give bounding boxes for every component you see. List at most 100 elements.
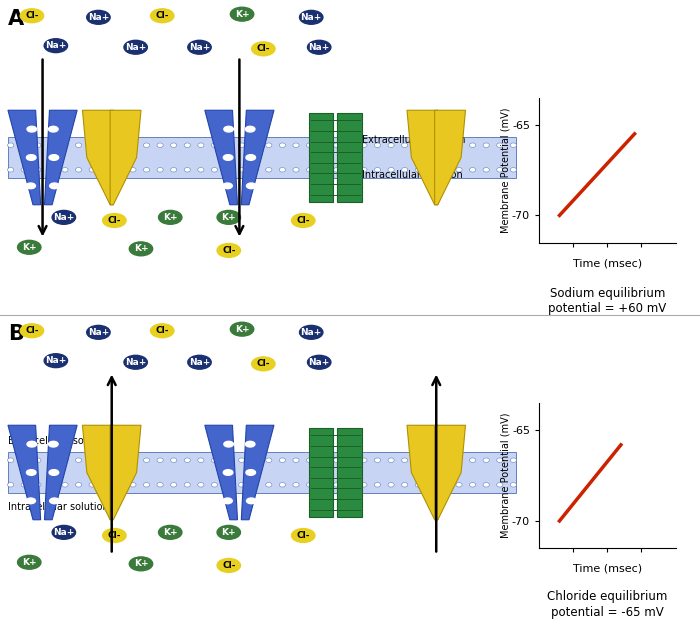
Ellipse shape [8,168,14,172]
Ellipse shape [171,483,177,487]
Text: Cl-: Cl- [257,359,270,369]
Circle shape [246,155,256,161]
Ellipse shape [456,483,462,487]
Polygon shape [45,425,77,520]
Ellipse shape [293,168,299,172]
Ellipse shape [279,458,286,462]
Ellipse shape [428,483,435,487]
Ellipse shape [307,168,313,172]
Text: Cl-: Cl- [155,11,169,20]
Circle shape [44,354,68,368]
Ellipse shape [347,168,354,172]
Ellipse shape [388,143,394,147]
Ellipse shape [347,143,354,147]
Ellipse shape [21,168,27,172]
Circle shape [87,11,110,24]
Ellipse shape [510,458,517,462]
Circle shape [130,557,153,571]
Text: potential = -65 mV: potential = -65 mV [551,606,664,619]
Ellipse shape [510,143,517,147]
Ellipse shape [510,483,517,487]
Ellipse shape [239,168,245,172]
Circle shape [300,325,323,339]
Ellipse shape [360,483,367,487]
Polygon shape [309,428,333,517]
Text: Cl-: Cl- [297,531,310,540]
Circle shape [27,126,36,132]
Text: Extracellular solution: Extracellular solution [8,436,111,446]
Ellipse shape [334,458,340,462]
Ellipse shape [103,143,109,147]
Text: Na+: Na+ [46,356,66,365]
Ellipse shape [48,483,55,487]
Circle shape [217,525,241,539]
Ellipse shape [116,168,122,172]
Circle shape [223,155,233,161]
Text: Cl-: Cl- [155,326,169,335]
Ellipse shape [334,143,340,147]
Ellipse shape [360,168,367,172]
Ellipse shape [388,168,394,172]
Polygon shape [83,425,113,520]
Ellipse shape [171,143,177,147]
Text: potential = +60 mV: potential = +60 mV [549,302,666,316]
Ellipse shape [211,458,218,462]
Ellipse shape [415,483,421,487]
Polygon shape [205,425,237,520]
Ellipse shape [497,143,503,147]
Ellipse shape [225,458,231,462]
Ellipse shape [144,168,150,172]
Ellipse shape [497,458,503,462]
Text: K+: K+ [163,213,178,222]
Text: Time (msec): Time (msec) [573,564,642,574]
Ellipse shape [144,458,150,462]
Ellipse shape [483,483,489,487]
Circle shape [223,470,233,475]
Polygon shape [45,110,77,205]
Ellipse shape [103,168,109,172]
Circle shape [224,126,233,132]
Ellipse shape [157,168,163,172]
Ellipse shape [360,458,367,462]
Ellipse shape [266,143,272,147]
Circle shape [217,243,241,257]
Circle shape [223,498,232,504]
Polygon shape [241,110,274,205]
Ellipse shape [402,143,408,147]
Ellipse shape [510,168,517,172]
Ellipse shape [89,483,95,487]
Text: Cl-: Cl- [25,326,38,335]
Text: Intracellular solution: Intracellular solution [362,170,463,180]
Text: Na+: Na+ [309,43,330,52]
Ellipse shape [307,143,313,147]
Ellipse shape [8,458,14,462]
Ellipse shape [279,143,286,147]
Text: K+: K+ [234,324,249,334]
Circle shape [49,470,59,475]
Ellipse shape [157,143,163,147]
Ellipse shape [171,458,177,462]
Circle shape [20,324,43,338]
Ellipse shape [225,143,231,147]
Y-axis label: Membrane Potential (mV): Membrane Potential (mV) [500,107,510,233]
Text: Na+: Na+ [309,358,330,367]
Polygon shape [309,113,333,202]
Ellipse shape [89,168,95,172]
Text: Intracellular solution: Intracellular solution [8,502,108,512]
Text: Na+: Na+ [46,41,66,50]
Ellipse shape [428,143,435,147]
Polygon shape [83,110,113,205]
Ellipse shape [239,143,245,147]
Ellipse shape [374,168,381,172]
Ellipse shape [130,168,136,172]
Ellipse shape [103,483,109,487]
Ellipse shape [89,458,95,462]
Ellipse shape [62,483,68,487]
Polygon shape [8,110,41,205]
Ellipse shape [76,143,82,147]
Text: Sodium equilibrium: Sodium equilibrium [550,287,665,300]
Circle shape [27,441,36,447]
Circle shape [217,210,241,224]
Circle shape [44,39,68,53]
Ellipse shape [293,483,299,487]
